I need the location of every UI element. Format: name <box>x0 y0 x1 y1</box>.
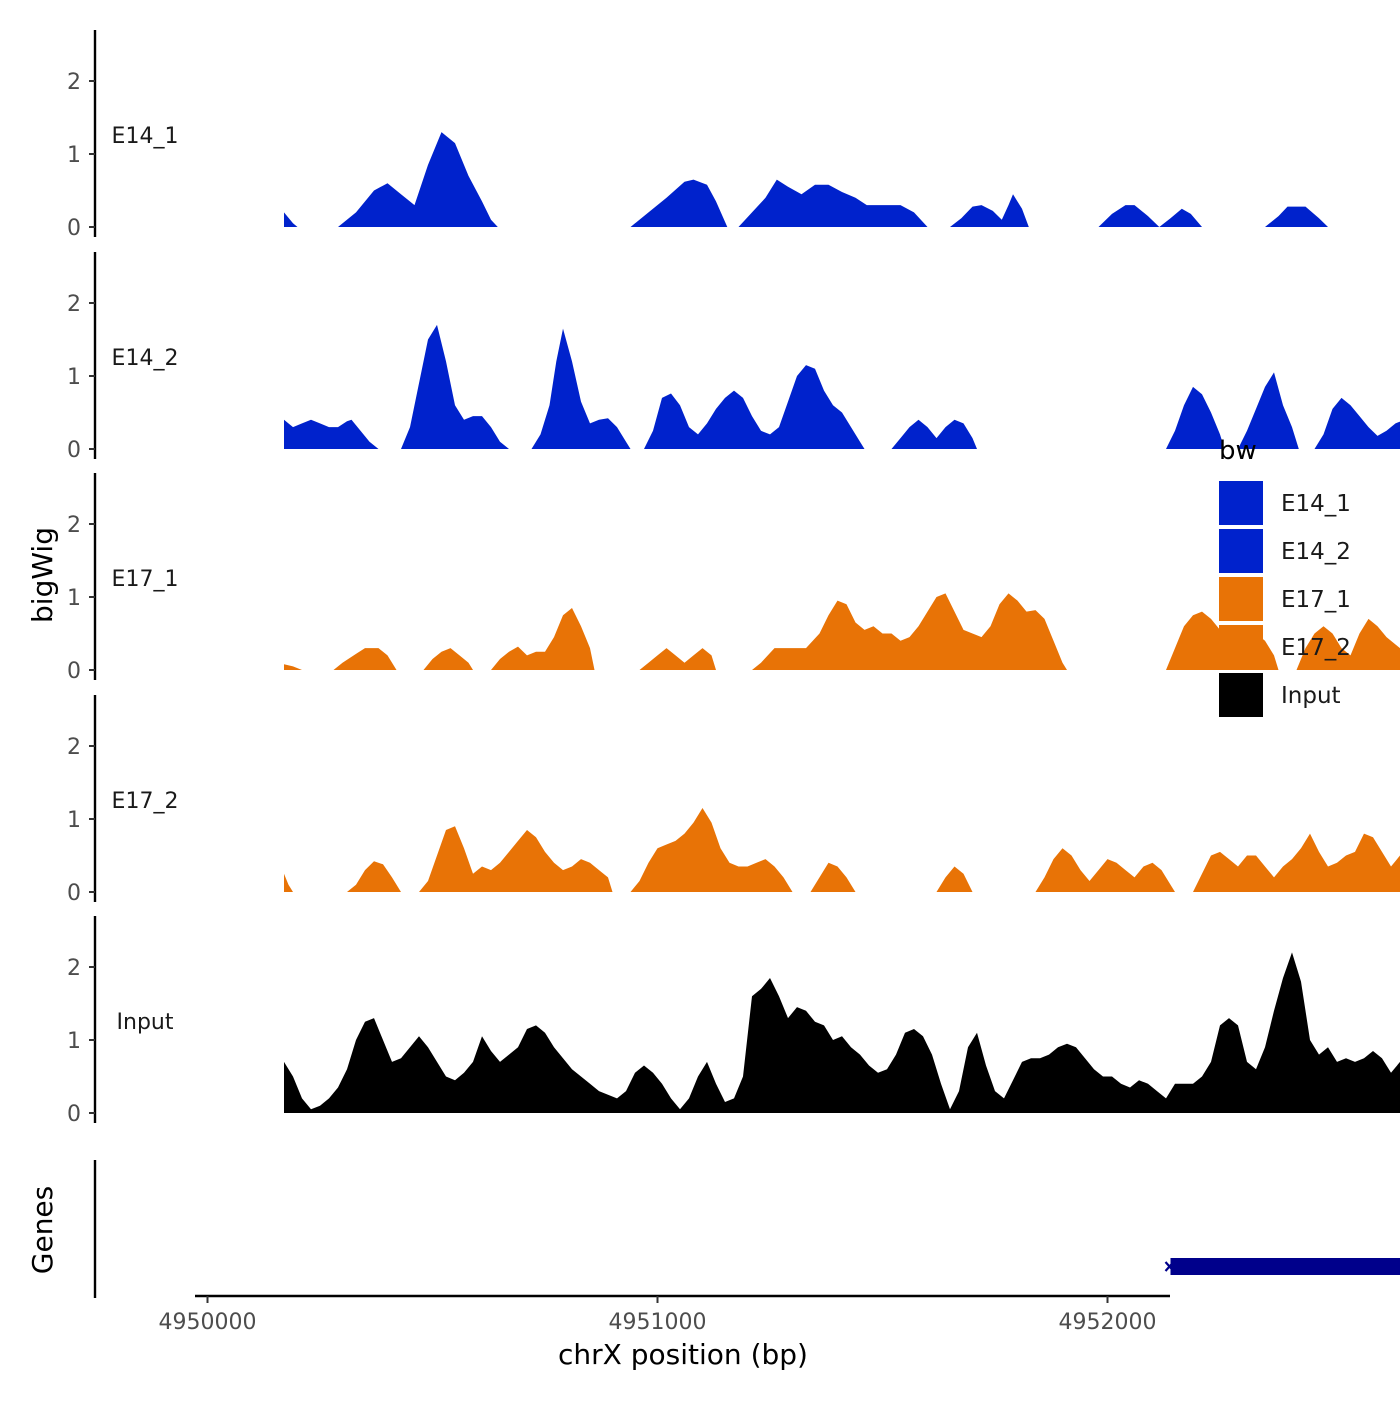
gene-body <box>1171 1258 1400 1275</box>
x-tick-label: 4950000 <box>159 1310 257 1335</box>
signal-area-e17-2 <box>284 808 1400 892</box>
y-tick-label: 1 <box>67 143 81 168</box>
signal-area-input <box>284 927 1400 1113</box>
track-e14-1: 0 1 2 E14_1 <box>67 30 1400 241</box>
genes-layer: Gm3763 <box>95 1160 1400 1298</box>
legend-label: Input <box>1281 683 1341 709</box>
y-tick-label: 0 <box>67 216 81 241</box>
track-label: E14_2 <box>112 346 179 371</box>
signal-area-e14-1 <box>284 132 1400 227</box>
y-tick-label: 0 <box>67 881 81 906</box>
legend-title: bw <box>1219 436 1257 466</box>
y-tick-label: 0 <box>67 438 81 463</box>
legend: bw E14_1 E14_2 E17_1 E17_2 Input <box>1219 436 1351 717</box>
y-tick-label: 2 <box>67 735 81 760</box>
track-e17-1: 0 1 2 E17_1 <box>67 473 1400 684</box>
legend-label: E14_1 <box>1281 491 1351 517</box>
legend-item: Input <box>1219 673 1341 717</box>
x-axis-title: chrX position (bp) <box>558 1338 808 1371</box>
legend-swatch <box>1219 481 1263 525</box>
legend-swatch <box>1219 577 1263 621</box>
y-axis-title: bigWig <box>26 527 59 623</box>
legend-swatch <box>1219 673 1263 717</box>
track-label: E17_1 <box>112 567 179 592</box>
track-label: E14_1 <box>112 124 179 149</box>
legend-label: E14_2 <box>1281 539 1351 565</box>
y-tick-label: 1 <box>67 586 81 611</box>
y-tick-label: 2 <box>67 70 81 95</box>
genes-axis-title: Genes <box>26 1186 59 1274</box>
y-tick-label: 0 <box>67 659 81 684</box>
x-tick-label: 4952000 <box>1059 1310 1157 1335</box>
y-tick-label: 0 <box>67 1102 81 1127</box>
x-tick-label: 4951000 <box>609 1310 707 1335</box>
y-tick-label: 2 <box>67 956 81 981</box>
track-input: 0 1 2 Input <box>67 916 1400 1127</box>
legend-swatch <box>1219 529 1263 573</box>
legend-item: E14_1 <box>1219 481 1351 525</box>
tracks-layer: 0 1 2 E14_1 0 1 2 E14_2 0 1 2 E17_1 0 1 2 E17_2 0 1 2 Input <box>67 30 1400 1127</box>
track-e14-2: 0 1 2 E14_2 <box>67 252 1400 463</box>
track-label: Input <box>117 1010 174 1035</box>
signal-area-e14-2 <box>284 325 1400 449</box>
legend-item: E14_2 <box>1219 529 1351 573</box>
x-axis: 49500004951000495200049530004954000 <box>159 1296 1400 1335</box>
legend-label: E17_1 <box>1281 587 1351 613</box>
legend-label: E17_2 <box>1281 635 1351 661</box>
track-e17-2: 0 1 2 E17_2 <box>67 695 1400 906</box>
y-tick-label: 1 <box>67 1029 81 1054</box>
track-label: E17_2 <box>112 789 179 814</box>
y-tick-label: 2 <box>67 292 81 317</box>
y-tick-label: 1 <box>67 808 81 833</box>
y-tick-label: 2 <box>67 513 81 538</box>
legend-swatch <box>1219 625 1263 669</box>
legend-item: E17_1 <box>1219 577 1351 621</box>
y-tick-label: 1 <box>67 365 81 390</box>
